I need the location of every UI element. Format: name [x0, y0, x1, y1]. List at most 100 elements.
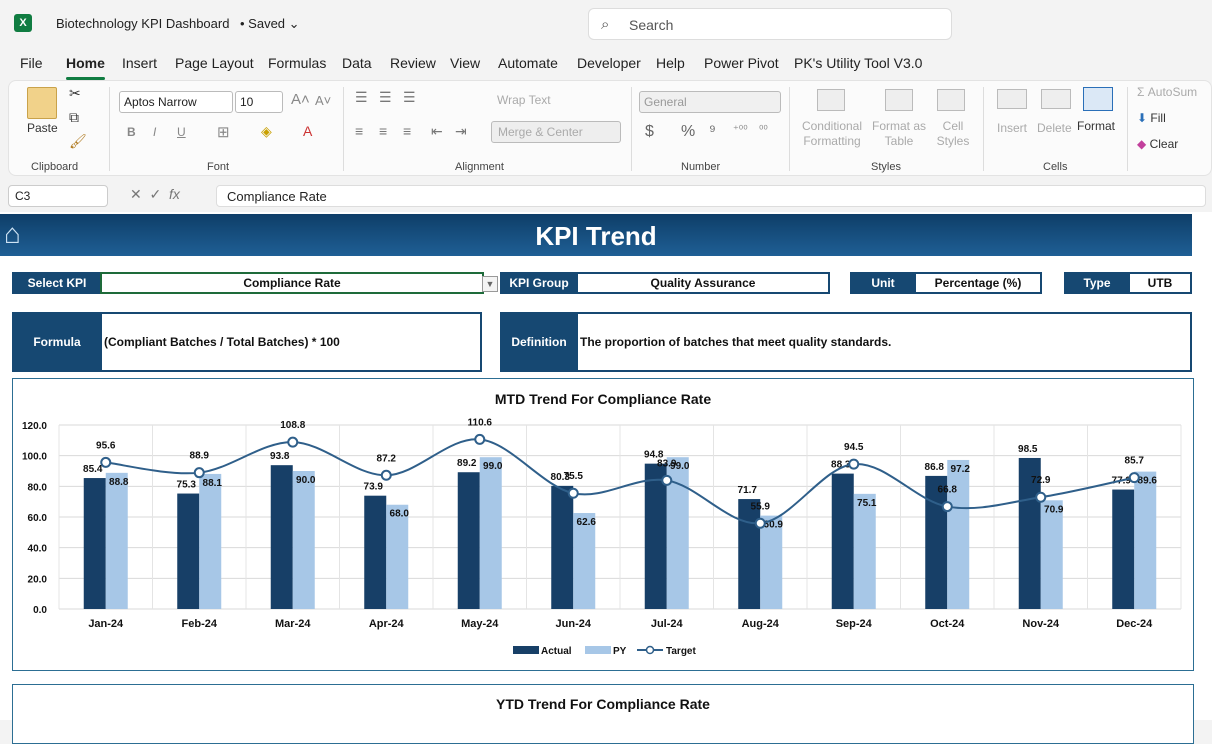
align-right-icon[interactable]: ≡	[403, 123, 412, 139]
name-box[interactable]: C3	[8, 185, 108, 207]
bar-actual	[1018, 457, 1041, 609]
dropdown-arrow-icon[interactable]: ▼	[482, 276, 498, 292]
menu-formulas[interactable]: Formulas	[268, 55, 327, 71]
worksheet: ⌂ KPI Trend Select KPI Compliance Rate ▼…	[0, 212, 1212, 744]
merge-center-button[interactable]: Merge & Center	[491, 121, 621, 143]
data-label-actual: 75.3	[177, 480, 197, 491]
document-title[interactable]: Biotechnology KPI Dashboard	[56, 16, 230, 31]
data-label-py: 88.8	[109, 477, 129, 488]
autosum-button[interactable]: Σ AutoSum	[1137, 85, 1197, 99]
menu-automate[interactable]: Automate	[498, 55, 558, 71]
select-kpi-dropdown[interactable]: Compliance Rate	[100, 272, 484, 294]
paste-button[interactable]: Paste	[27, 121, 58, 135]
format-painter-icon[interactable]: 🖌	[69, 133, 87, 149]
menu-help[interactable]: Help	[656, 55, 685, 71]
shrink-font-icon[interactable]: A˅	[315, 93, 332, 108]
bold-button[interactable]: B	[127, 125, 136, 139]
x-tick-label: Dec-24	[1116, 618, 1153, 630]
data-label-target: 66.8	[938, 485, 958, 496]
decrease-decimal-icon[interactable]: ⁰⁰	[759, 124, 768, 136]
data-label-actual: 71.7	[738, 485, 758, 496]
data-label-py: 89.6	[1138, 476, 1158, 487]
enter-icon[interactable]: ✓	[149, 186, 162, 202]
fill-button[interactable]: ⬇ Fill	[1137, 111, 1166, 125]
conditional-formatting-button[interactable]: Conditional Formatting	[801, 119, 863, 148]
align-left-icon[interactable]: ≡	[355, 123, 364, 139]
alignment-group-label: Alignment	[455, 161, 504, 173]
fill-color-icon[interactable]: ◈	[261, 123, 272, 139]
decrease-indent-icon[interactable]: ⇤	[431, 123, 443, 139]
unit-label: Unit	[850, 272, 916, 294]
font-name-select[interactable]: Aptos Narrow	[119, 91, 233, 113]
bar-actual	[644, 463, 667, 609]
divider	[343, 87, 344, 171]
delete-button[interactable]: Delete	[1037, 121, 1072, 135]
select-kpi-label: Select KPI	[12, 272, 102, 294]
cancel-icon[interactable]: ✕	[130, 186, 142, 202]
fill-down-icon: ⬇	[1137, 111, 1148, 125]
delete-cells-icon[interactable]	[1041, 89, 1071, 109]
currency-button[interactable]: $	[645, 123, 654, 140]
search-placeholder: Search	[629, 17, 674, 33]
data-label-actual: 88.3	[831, 460, 851, 471]
menu-developer[interactable]: Developer	[577, 55, 641, 71]
insert-cells-icon[interactable]	[997, 89, 1027, 109]
italic-button[interactable]: I	[153, 125, 157, 139]
autosum-label: AutoSum	[1147, 85, 1198, 99]
formula-input[interactable]: Compliance Rate	[216, 185, 1206, 207]
cell-styles-button[interactable]: Cell Styles	[936, 119, 970, 148]
number-format-select[interactable]: General	[639, 91, 781, 113]
format-table-icon[interactable]	[885, 89, 913, 111]
data-label-actual: 73.9	[364, 482, 384, 493]
ytd-chart[interactable]: YTD Trend For Compliance Rate	[12, 684, 1194, 744]
cell-styles-icon[interactable]	[937, 89, 965, 111]
font-group-label: Font	[207, 161, 230, 173]
clear-button[interactable]: ◆ Clear	[1137, 137, 1178, 151]
format-button[interactable]: Format	[1077, 119, 1116, 133]
paste-icon[interactable]	[27, 87, 57, 119]
underline-button[interactable]: U	[177, 125, 186, 139]
definition-value: The proportion of batches that meet qual…	[576, 312, 1192, 372]
borders-icon[interactable]: ⊞	[217, 124, 230, 141]
mtd-chart[interactable]: MTD Trend For Compliance Rate 0.0 20.0 40.…	[12, 378, 1194, 671]
align-top-icon[interactable]: ☰	[355, 89, 368, 105]
menu-home[interactable]: Home	[66, 55, 105, 80]
percent-button[interactable]: %	[681, 123, 696, 140]
menu-data[interactable]: Data	[342, 55, 372, 71]
format-cells-icon[interactable]	[1083, 87, 1113, 111]
font-color-icon[interactable]: A	[303, 123, 313, 139]
menu-insert[interactable]: Insert	[122, 55, 158, 71]
menu-pk-s-utility-tool-v3-0[interactable]: PK's Utility Tool V3.0	[794, 55, 923, 71]
format-as-table-button[interactable]: Format as Table	[871, 119, 926, 148]
menu-page-layout[interactable]: Page Layout	[175, 55, 254, 71]
align-middle-icon[interactable]: ☰	[379, 89, 392, 105]
cut-icon[interactable]: ✂	[69, 85, 81, 101]
data-label-actual: 80.3	[551, 472, 571, 483]
menu-review[interactable]: Review	[390, 55, 436, 71]
menu-bar: File Home Insert Page Layout Formulas Data Rev…	[0, 48, 1212, 80]
save-status[interactable]: • Saved ⌄	[240, 16, 300, 32]
data-label-py: 97.2	[951, 464, 971, 475]
insert-button[interactable]: Insert	[997, 121, 1028, 135]
y-tick-label: 20.0	[28, 574, 48, 585]
x-tick-label: Jul-24	[651, 618, 684, 630]
home-icon[interactable]: ⌂	[4, 218, 21, 249]
increase-decimal-icon[interactable]: ⁺⁰⁰	[733, 124, 748, 136]
copy-icon[interactable]: ⧉	[69, 109, 79, 125]
search-box[interactable]: ⌕ Search	[588, 8, 952, 40]
increase-indent-icon[interactable]: ⇥	[455, 123, 467, 139]
y-tick-label: 0.0	[33, 605, 47, 616]
menu-file[interactable]: File	[20, 55, 43, 71]
menu-view[interactable]: View	[450, 55, 481, 71]
align-center-icon[interactable]: ≡	[379, 123, 388, 139]
grow-font-icon[interactable]: A˄	[291, 91, 310, 108]
menu-power-pivot[interactable]: Power Pivot	[704, 55, 779, 71]
function-icon[interactable]: fx	[169, 186, 180, 202]
conditional-formatting-icon[interactable]	[817, 89, 845, 111]
align-bottom-icon[interactable]: ☰	[403, 89, 416, 105]
bar-actual	[551, 485, 574, 609]
wrap-text-button[interactable]: Wrap Text	[497, 93, 551, 107]
font-size-select[interactable]: 10	[235, 91, 283, 113]
comma-button[interactable]: ⁹	[709, 123, 716, 140]
data-label-py: 99.0	[483, 461, 503, 472]
